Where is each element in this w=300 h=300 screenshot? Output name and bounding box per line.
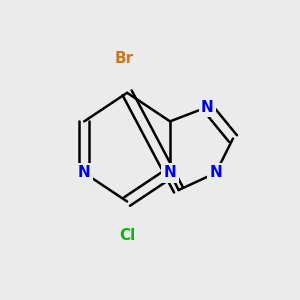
Text: N: N <box>201 100 214 115</box>
Text: N: N <box>209 165 222 180</box>
Text: Br: Br <box>115 51 134 66</box>
Text: Cl: Cl <box>119 228 135 243</box>
Text: N: N <box>78 165 91 180</box>
Text: N: N <box>164 165 176 180</box>
